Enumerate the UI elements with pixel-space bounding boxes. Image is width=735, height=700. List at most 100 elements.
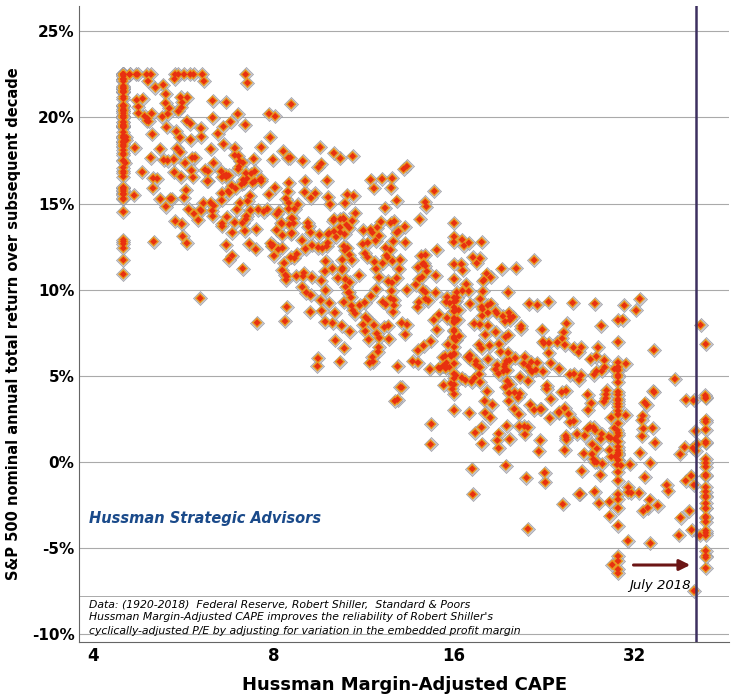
Point (181, 116, 193, 127)
Point (371, 222, 383, 233)
Point (267, 239, 279, 251)
Point (481, 386, 493, 397)
Point (523, 298, 535, 309)
Point (173, 106, 184, 117)
Point (589, 369, 600, 380)
Point (267, 239, 279, 251)
Point (450, 370, 462, 381)
Point (368, 183, 380, 194)
Point (306, 272, 318, 283)
Point (342, 243, 354, 254)
Point (208, 200, 220, 211)
Point (198, 197, 209, 209)
Point (467, 489, 478, 500)
Point (243, 238, 255, 249)
Point (448, 302, 460, 313)
Point (700, 457, 711, 468)
Point (448, 349, 460, 360)
Point (314, 229, 326, 240)
Point (244, 190, 256, 202)
Point (700, 527, 711, 538)
Point (348, 190, 359, 202)
Point (441, 312, 453, 323)
Point (612, 377, 624, 388)
Point (482, 307, 494, 318)
Point (612, 555, 624, 566)
Point (401, 319, 413, 330)
Point (339, 228, 351, 239)
Point (130, 69, 142, 80)
Point (343, 287, 355, 298)
Point (337, 213, 349, 224)
Point (453, 330, 465, 342)
Point (344, 276, 356, 288)
Point (615, 460, 627, 471)
Point (559, 402, 570, 414)
Point (212, 128, 223, 139)
Point (440, 296, 452, 307)
Point (118, 206, 129, 218)
Point (606, 412, 617, 423)
Point (362, 251, 373, 262)
Point (302, 221, 314, 232)
Point (347, 304, 359, 316)
Point (453, 330, 465, 342)
Point (367, 227, 379, 238)
Point (469, 372, 481, 384)
Point (609, 433, 621, 444)
Point (118, 74, 129, 85)
Point (612, 564, 624, 575)
Point (276, 230, 288, 241)
Point (576, 342, 587, 353)
Point (184, 118, 196, 130)
Point (202, 166, 214, 177)
Point (578, 448, 589, 459)
Point (410, 279, 422, 290)
Point (146, 129, 158, 140)
Point (700, 461, 711, 472)
Point (338, 343, 350, 354)
Point (238, 177, 250, 188)
Point (464, 354, 476, 365)
Point (456, 372, 467, 384)
Point (493, 339, 505, 350)
Point (700, 491, 711, 503)
Point (537, 366, 549, 377)
Point (362, 237, 373, 248)
Point (222, 186, 234, 197)
Point (700, 516, 711, 527)
Point (692, 439, 703, 450)
Point (379, 202, 391, 214)
Point (118, 183, 129, 194)
Point (283, 177, 295, 188)
Point (357, 239, 369, 250)
Point (244, 190, 256, 202)
Point (338, 343, 350, 354)
Point (612, 454, 624, 466)
Point (393, 263, 405, 274)
Point (254, 174, 266, 186)
Point (118, 120, 129, 132)
Point (501, 375, 513, 386)
Point (279, 316, 291, 327)
Point (305, 227, 317, 238)
Point (700, 503, 711, 514)
Point (515, 321, 527, 332)
Point (118, 116, 129, 127)
Point (173, 106, 184, 117)
Point (336, 320, 348, 331)
Point (700, 436, 711, 447)
Point (606, 559, 618, 570)
Point (339, 197, 351, 209)
Point (476, 237, 487, 248)
Point (688, 480, 700, 491)
Point (448, 358, 460, 369)
Point (370, 284, 382, 295)
Point (118, 108, 129, 119)
Point (386, 286, 398, 297)
Point (467, 463, 478, 475)
Point (528, 254, 540, 265)
Point (381, 252, 393, 263)
Point (564, 416, 576, 428)
Point (700, 416, 711, 428)
